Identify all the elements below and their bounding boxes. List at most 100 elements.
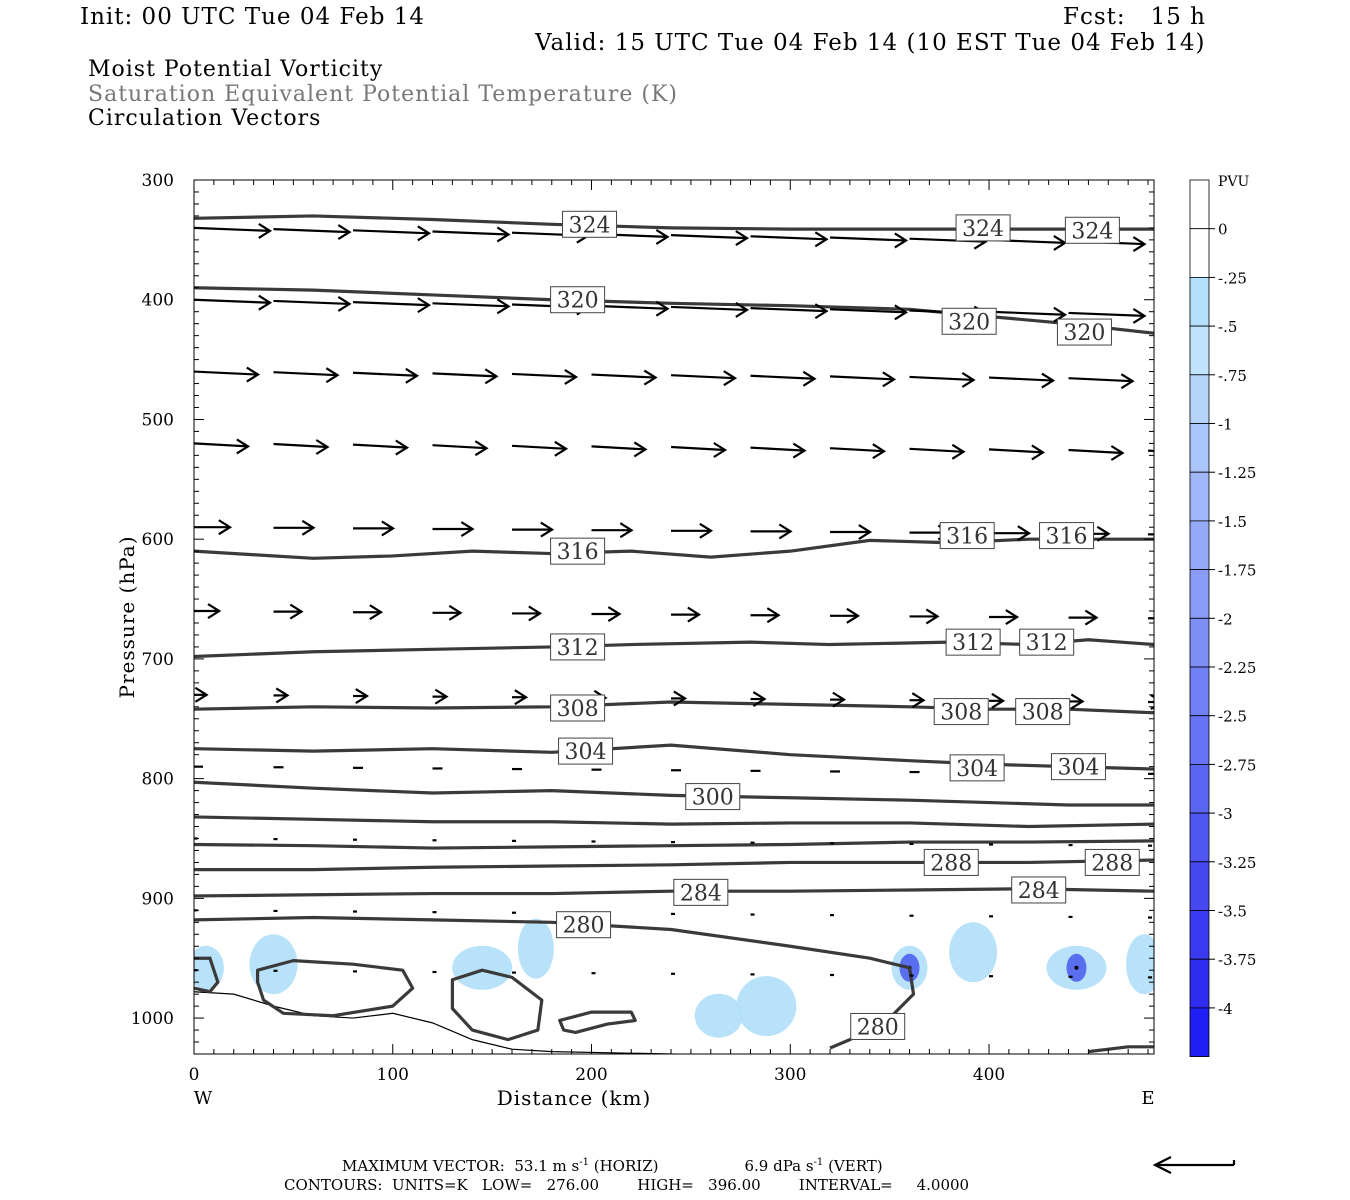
svg-text:304: 304	[956, 757, 998, 782]
valid-time: Valid: 15 UTC Tue 04 Feb 14 (10 EST Tue …	[535, 30, 1206, 56]
colorbar-cell	[1189, 423, 1210, 473]
isentrope-label: 280	[556, 911, 612, 939]
isentrope-label: 316	[939, 522, 995, 550]
svg-text:308: 308	[940, 701, 982, 726]
svg-text:324: 324	[962, 217, 1004, 242]
wind-vector	[1148, 617, 1154, 620]
svg-text:288: 288	[930, 851, 972, 876]
wind-vector	[830, 607, 861, 624]
wind-vector	[352, 225, 432, 242]
pv-shade-3	[517, 918, 554, 979]
forecast-hour: Fcst: 15 h	[1063, 4, 1206, 30]
colorbar-cell	[1189, 715, 1210, 765]
wind-vector	[909, 443, 966, 460]
wind-vector	[1148, 694, 1154, 710]
svg-text:324: 324	[1071, 219, 1113, 244]
wind-vector	[273, 603, 304, 620]
wind-vector	[750, 303, 829, 320]
x-tick-label: 200	[575, 1065, 607, 1085]
max-vector-horiz-exp: -1	[579, 1157, 589, 1168]
wind-vector	[1068, 373, 1135, 390]
wind-vector	[988, 444, 1046, 461]
y-tick-label: 400	[142, 291, 174, 311]
isentrope-label: 316	[1039, 522, 1095, 550]
wind-vector	[750, 370, 817, 387]
max-vector-horiz-unit: (HORIZ)	[588, 1157, 659, 1175]
plot-area	[194, 214, 1154, 1054]
svg-text:316: 316	[946, 525, 988, 550]
isentrope-label: 304	[558, 737, 614, 765]
wind-vector	[194, 294, 273, 311]
colorbar-level: -2.75	[1218, 756, 1256, 774]
pv-center-8	[1074, 965, 1079, 970]
init-time: Init: 00 UTC Tue 04 Feb 14	[80, 4, 426, 30]
pv-shade-5	[736, 976, 797, 1037]
isentrope-label: 304	[949, 754, 1005, 782]
isentrope-label: 324	[562, 210, 618, 238]
colorbar-cell	[1189, 958, 1210, 1009]
isentrope-label: 312	[945, 628, 1001, 656]
wind-vector	[273, 439, 330, 455]
isentrope-label: 320	[1056, 318, 1112, 346]
wind-vector	[750, 691, 767, 707]
isentrope-label: 288	[923, 848, 979, 876]
wind-vector	[1068, 609, 1099, 626]
closed-contour-1	[450, 968, 544, 1042]
isentrope-label: 324	[1064, 216, 1120, 244]
isentrope-300	[194, 780, 1154, 807]
x-axis-label: Distance (km)	[497, 1086, 652, 1110]
colorbar-cell	[1189, 228, 1210, 278]
plot-frame	[193, 179, 1155, 1055]
wind-vector	[671, 522, 714, 539]
wind-vector	[511, 440, 569, 457]
wind-vector	[830, 691, 847, 708]
wind-vector	[670, 442, 728, 458]
isentrope-316	[194, 537, 1154, 560]
isentrope-label: 304	[1050, 753, 1106, 781]
isentrope-288	[194, 858, 1154, 872]
colorbar-cell	[1189, 861, 1210, 911]
wind-vector	[750, 607, 781, 624]
wind-vector	[829, 371, 897, 388]
wind-vector	[273, 295, 352, 312]
colorbar-level: -2	[1218, 610, 1233, 628]
svg-text:280: 280	[857, 1015, 899, 1040]
svg-text:284: 284	[680, 881, 722, 906]
y-tick-label: 300	[142, 171, 174, 191]
pv-shade-4	[694, 993, 743, 1038]
pv-shade-9	[1126, 934, 1154, 995]
terrain-line	[194, 991, 701, 1054]
svg-text:288: 288	[1091, 851, 1133, 876]
svg-text:304: 304	[1057, 756, 1099, 781]
wind-vector	[512, 521, 555, 538]
colorbar-cell	[1189, 812, 1210, 863]
isentrope-label: 288	[1084, 848, 1140, 876]
wind-vector	[194, 438, 251, 455]
colorbar-level: -1	[1218, 416, 1233, 434]
wind-vector	[750, 442, 807, 459]
title-thetae: Saturation Equivalent Potential Temperat…	[88, 82, 678, 107]
wind-vector	[353, 604, 384, 621]
colorbar-cell	[1189, 910, 1210, 960]
wind-vector	[432, 368, 499, 385]
wind-vector	[432, 226, 511, 243]
wind-vector	[194, 222, 273, 239]
colorbar-level: -1.5	[1218, 513, 1247, 531]
svg-text:280: 280	[563, 914, 605, 939]
colorbar-cell	[1189, 617, 1210, 668]
x-end-label-w: W	[194, 1088, 213, 1109]
svg-text:312: 312	[1026, 631, 1068, 656]
wind-vector	[829, 232, 909, 249]
isentrope-label: 308	[1015, 698, 1071, 726]
closed-contour-0	[256, 959, 415, 1018]
x-end-label-e: E	[1141, 1088, 1154, 1109]
colorbar-cell	[1189, 374, 1210, 424]
colorbar-level: 0	[1218, 221, 1228, 239]
wind-vector	[273, 367, 340, 384]
wind-vector	[273, 224, 352, 241]
colorbar-cell	[1189, 276, 1210, 327]
svg-text:312: 312	[952, 631, 994, 656]
wind-vector	[591, 606, 622, 622]
wind-vector	[909, 608, 940, 625]
